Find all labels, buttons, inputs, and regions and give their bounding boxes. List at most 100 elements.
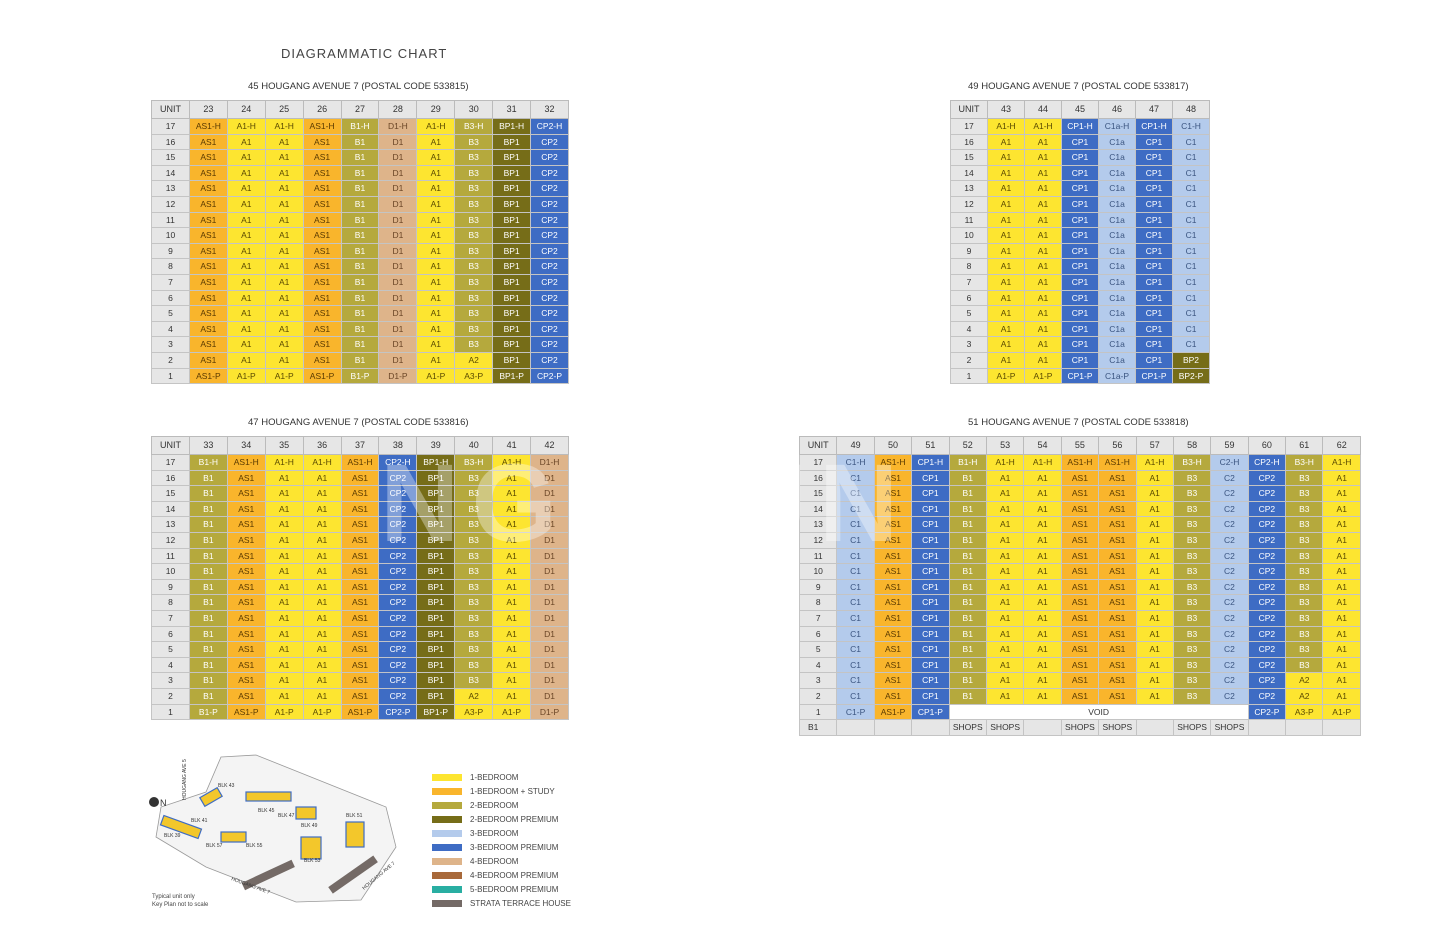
- legend-swatch: [432, 815, 462, 823]
- floor-number: 13: [151, 180, 190, 197]
- legend-item: STRATA TERRACE HOUSE: [432, 896, 571, 910]
- unit-type-cell: A1: [1023, 578, 1062, 596]
- unit-type-cell: CP2: [1247, 531, 1287, 549]
- unit-type-cell: B3: [454, 227, 494, 244]
- unit-type-cell: A1: [1023, 531, 1062, 549]
- floor-number: 9: [151, 242, 190, 260]
- unit-type-cell: C1: [836, 656, 875, 674]
- unit-type-cell: AS1: [340, 625, 380, 643]
- unit-type-cell: C1a: [1098, 351, 1136, 369]
- unit-type-cell: A1: [302, 672, 342, 689]
- unit-number: 33: [188, 436, 228, 455]
- unit-type-cell: B1: [340, 258, 380, 275]
- unit-type-cell: CP1: [1061, 242, 1099, 260]
- unit-type-cell: CP2: [1247, 563, 1287, 580]
- unit-type-cell: C1: [836, 469, 875, 487]
- unit-type-cell: BP1: [492, 164, 532, 182]
- floor-row: 8 AS1 A1 A1 AS1 B1 D1 A1 B3 BP1 CP2: [151, 258, 569, 275]
- unit-type-cell: C1a: [1098, 242, 1136, 260]
- unit-type-cell: A1: [1023, 547, 1062, 565]
- unit-type-cell: AS1: [873, 594, 913, 611]
- unit-type-cell: A1: [264, 485, 304, 502]
- floor-row: 1 C1-P AS1-P CP1-P VOID CP2-P A3-P A1-P: [798, 703, 1361, 721]
- unit-type-cell: BP1: [416, 594, 456, 611]
- unit-number: 46: [1098, 100, 1136, 119]
- unit-type-cell: AS1: [226, 469, 266, 487]
- unit-number: 40: [454, 436, 494, 455]
- floor-row: 13 A1 A1 CP1 C1a CP1 C1: [950, 180, 1210, 197]
- unit-number: 37: [340, 436, 380, 455]
- floor-row: 7 A1 A1 CP1 C1a CP1 C1: [950, 273, 1210, 291]
- floor-row: 3 C1 AS1 CP1 B1 A1 A1 AS1 AS1 A1 B3 C2 CP2 A2 A1: [798, 672, 1361, 689]
- unit-type-cell: A1: [226, 164, 266, 182]
- unit-number: 36: [302, 436, 342, 455]
- unit-type-cell: D1: [378, 242, 418, 260]
- floor-row: 8 A1 A1 CP1 C1a CP1 C1: [950, 258, 1210, 275]
- unit-type-cell: B3: [454, 289, 494, 307]
- floor-number: 9: [151, 578, 190, 596]
- unit-type-cell: CP1: [1061, 289, 1099, 307]
- unit-type-cell: A1: [1024, 133, 1062, 151]
- floor-row: 13 B1 AS1 A1 A1 AS1 CP2 BP1 B3 A1 D1: [151, 516, 569, 533]
- unit-type-cell: C1a: [1098, 320, 1136, 338]
- floor-number: 6: [151, 289, 190, 307]
- basement-cell: [1322, 719, 1361, 736]
- unit-type-cell: CP1: [911, 594, 950, 611]
- unit-type-cell: AS1: [873, 656, 913, 674]
- unit-type-cell: CP1: [1135, 273, 1173, 291]
- unit-type-cell: CP2: [530, 211, 569, 229]
- unit-type-cell: AS1: [340, 500, 380, 518]
- unit-type-cell: C1: [1172, 320, 1210, 338]
- unit-type-cell: AS1: [340, 547, 380, 565]
- unit-type-cell: C2: [1210, 578, 1249, 596]
- unit-type-cell: A1: [987, 258, 1025, 275]
- unit-type-cell: B3: [454, 195, 494, 213]
- unit-type-cell: A1: [985, 547, 1025, 565]
- unit-type-cell: D1: [378, 180, 418, 197]
- unit-type-cell: A1: [985, 516, 1025, 533]
- unit-type-cell: AS1: [188, 320, 228, 338]
- unit-type-cell: B3: [1172, 469, 1212, 487]
- block-label: BLK 39: [164, 833, 181, 839]
- unit-type-cell: CP1: [1061, 258, 1099, 275]
- unit-type-cell: AS1: [188, 351, 228, 369]
- unit-type-cell: CP1: [911, 687, 950, 705]
- floor-number: 9: [798, 578, 838, 596]
- unit-type-cell: AS1: [1098, 547, 1137, 565]
- unit-type-cell: A1: [1024, 351, 1062, 369]
- unit-type-cell: CP1: [1061, 195, 1099, 213]
- unit-type-cell: A1-H: [492, 454, 532, 471]
- unit-type-cell: A1: [1322, 563, 1361, 580]
- floor-row: 4 B1 AS1 A1 A1 AS1 CP2 BP1 B3 A1 D1: [151, 656, 569, 674]
- unit-type-cell: CP1: [1135, 211, 1173, 229]
- unit-type-cell: AS1-H: [873, 454, 913, 471]
- unit-type-cell: CP1: [911, 672, 950, 689]
- unit-type-cell: A1: [226, 133, 266, 151]
- unit-type-cell: A1: [264, 133, 304, 151]
- unit-type-cell: B1: [340, 149, 380, 166]
- unit-type-cell: CP1: [1135, 180, 1173, 197]
- unit-type-cell: AS1: [302, 164, 342, 182]
- floor-row: 16 AS1 A1 A1 AS1 B1 D1 A1 B3 BP1 CP2: [151, 133, 569, 151]
- unit-type-cell: A1: [1135, 656, 1174, 674]
- unit-type-cell: B3: [454, 149, 494, 166]
- unit-type-cell: C1: [836, 500, 875, 518]
- floor-number: 10: [798, 563, 838, 580]
- unit-type-cell: CP2: [530, 180, 569, 197]
- unit-type-cell: D1: [530, 625, 569, 643]
- unit-type-cell: D1: [530, 672, 569, 689]
- unit-type-cell: CP2: [530, 258, 569, 275]
- unit-type-cell: CP2: [378, 641, 418, 658]
- unit-header-label: UNIT: [151, 100, 190, 119]
- unit-type-cell: A1: [985, 609, 1025, 627]
- unit-type-cell: CP2: [1247, 578, 1287, 596]
- unit-type-cell: C2: [1210, 531, 1249, 549]
- unit-type-cell: CP1: [1135, 258, 1173, 275]
- unit-type-cell: B1: [188, 687, 228, 705]
- unit-type-cell: AS1: [302, 289, 342, 307]
- unit-type-cell: BP1: [492, 180, 532, 197]
- unit-type-cell: AS1: [226, 563, 266, 580]
- unit-type-cell: AS1: [1060, 500, 1100, 518]
- floor-number: 12: [151, 195, 190, 213]
- unit-type-cell: CP1: [1061, 336, 1099, 353]
